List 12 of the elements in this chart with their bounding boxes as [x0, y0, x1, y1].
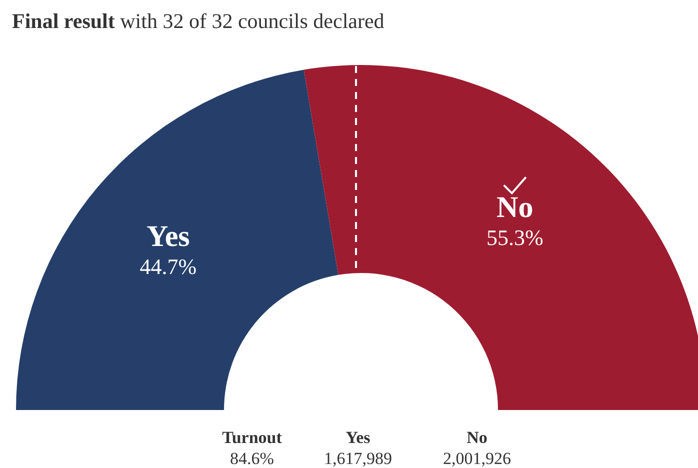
data-label: 44.7% — [140, 254, 197, 280]
text: 2,001,926 — [443, 449, 511, 468]
text: 84.6% — [230, 449, 274, 468]
chart-subtitle: with 32 of 32 councils declared — [114, 9, 385, 33]
data-label: 55.3% — [486, 225, 544, 250]
text: 1,617,989 — [324, 449, 392, 468]
chart-title: Final result — [12, 9, 115, 33]
slice-label: No — [496, 191, 534, 224]
text: No — [466, 428, 488, 447]
slice-label: Yes — [146, 220, 190, 254]
text: Yes — [346, 428, 371, 447]
text: Turnout — [222, 428, 282, 447]
